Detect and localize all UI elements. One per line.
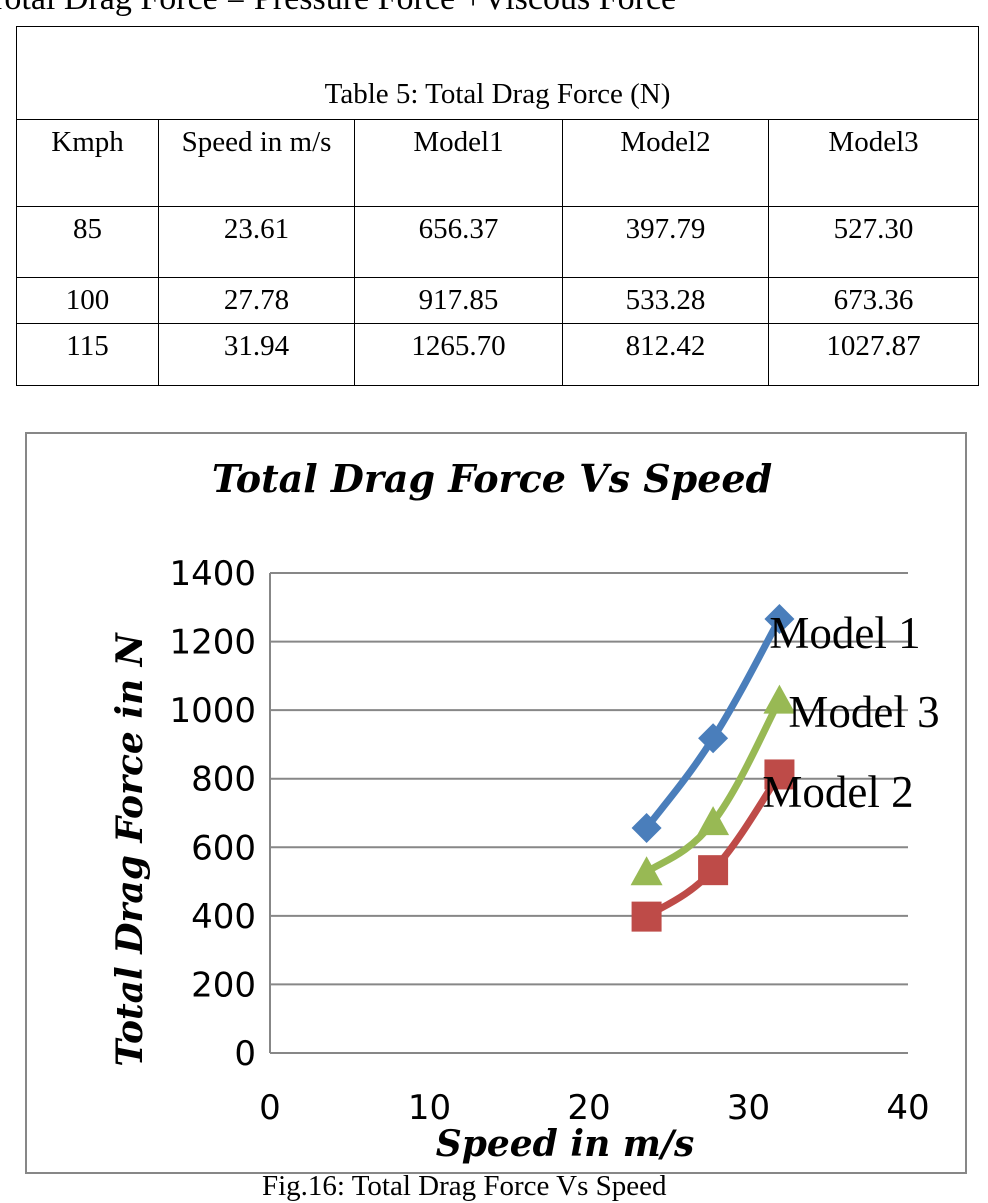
x-tick-label: 40 [886,1088,929,1128]
model-1-point [698,723,729,754]
table-cell: 1027.87 [767,323,980,386]
y-axis-title: Total Drag Force in N [109,631,151,1066]
table-cell: 23.61 [158,206,355,278]
table-cell: 533.28 [562,277,769,324]
table-cell: 397.79 [562,206,769,278]
table-cell: 527.30 [767,206,980,278]
table-cell: 100 [16,277,159,324]
table-row: 100 27.78 917.85 533.28 673.36 [16,277,980,324]
table-cell: 917.85 [354,277,563,324]
table-caption: Table 5: Total Drag Force (N) [15,26,980,120]
model-2-line [643,770,783,921]
table-header-row: Kmph Speed in m/s Model1 Model2 Model3 [16,119,980,207]
table-cell: 27.78 [158,277,355,324]
model-2-point [764,759,795,790]
y-tick-label: 600 [191,828,256,868]
y-tick-label: 1000 [169,691,256,731]
x-tick-label: 10 [408,1088,451,1128]
y-tick-label: 1200 [169,623,256,663]
x-tick-label: 20 [567,1088,610,1128]
model-2-label: Model 2 [762,767,913,817]
table-header-cell: Speed in m/s [158,119,355,207]
model-1-label: Model 1 [769,608,920,658]
table-cell: 656.37 [354,206,563,278]
y-tick-label: 800 [191,760,256,800]
table-cell: 115 [16,323,159,386]
model-3-point [697,806,730,836]
table-row: 85 23.61 656.37 397.79 527.30 [16,206,980,278]
drag-force-table: Table 5: Total Drag Force (N) Kmph Speed… [15,26,980,386]
chart-svg: Total Drag Force Vs Speed Speed in m/s T… [109,456,940,1165]
figure-caption: Fig.16: Total Drag Force Vs Speed [262,1170,667,1202]
y-tick-label: 0 [234,1034,256,1074]
series-label-layer: Model 1 Model 2 Model 3 [762,608,939,817]
drag-force-chart: Total Drag Force Vs Speed Speed in m/s T… [25,432,967,1174]
x-tick-label: 0 [259,1088,281,1128]
model-2-point [631,901,662,932]
model-3-point [630,856,663,886]
table-cell: 812.42 [562,323,769,386]
model-3-label: Model 3 [788,687,939,737]
table-cell: 1265.70 [354,323,563,386]
y-tick-label: 1400 [169,554,256,594]
table-header-cell: Model1 [354,119,563,207]
table-header-cell: Kmph [16,119,159,207]
grid-layer [269,572,908,1054]
y-tick-label: 200 [191,965,256,1005]
x-tick-label: 30 [727,1088,770,1128]
series-layer [630,604,796,932]
x-axis-title: Speed in m/s [436,1123,695,1165]
y-tick-label: 400 [191,897,256,937]
table-row: 115 31.94 1265.70 812.42 1027.87 [16,323,980,386]
table-header-cell: Model2 [562,119,769,207]
table-cell: 85 [16,206,159,278]
table-cell: 31.94 [158,323,355,386]
model-1-point [764,604,795,635]
model-1-point [631,812,662,843]
tick-layer: 0 200 400 600 800 1000 1200 1400 0 10 20 30 40 [169,554,929,1128]
table-header-cell: Model3 [767,119,980,207]
table-cell: 673.36 [767,277,980,324]
page-heading: Total Drag Force = Pressure Force +Visco… [0,0,676,18]
model-2-point [698,855,729,886]
chart-title: Total Drag Force Vs Speed [212,456,772,501]
model-3-point [763,684,796,714]
